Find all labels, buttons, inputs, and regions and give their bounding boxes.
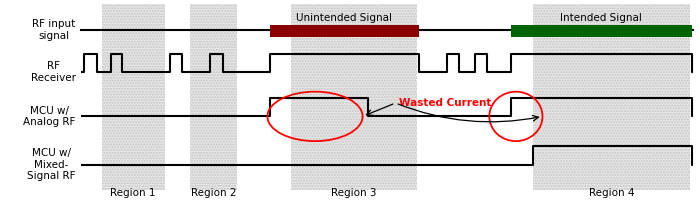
Bar	[533, 4, 690, 190]
Text: Region 1: Region 1	[111, 188, 155, 198]
Text: RF input
signal: RF input signal	[32, 19, 76, 41]
Text: Wasted Current: Wasted Current	[399, 98, 491, 108]
Text: Unintended Signal: Unintended Signal	[296, 13, 392, 23]
Bar	[102, 4, 164, 190]
Text: MCU w/
Mixed-
Signal RF: MCU w/ Mixed- Signal RF	[27, 148, 76, 181]
Text: RF
Receiver: RF Receiver	[31, 61, 76, 83]
Text: Intended Signal: Intended Signal	[561, 13, 642, 23]
Bar	[511, 25, 692, 37]
Text: Region 4: Region 4	[589, 188, 634, 198]
Text: MCU w/
Analog RF: MCU w/ Analog RF	[23, 106, 76, 127]
Bar	[270, 25, 419, 37]
Text: Region 3: Region 3	[330, 188, 377, 198]
Bar	[102, 4, 164, 190]
Bar	[190, 4, 237, 190]
Bar	[290, 4, 416, 190]
Bar	[533, 4, 690, 190]
Text: Region 2: Region 2	[190, 188, 237, 198]
Bar	[190, 4, 237, 190]
Bar	[290, 4, 416, 190]
